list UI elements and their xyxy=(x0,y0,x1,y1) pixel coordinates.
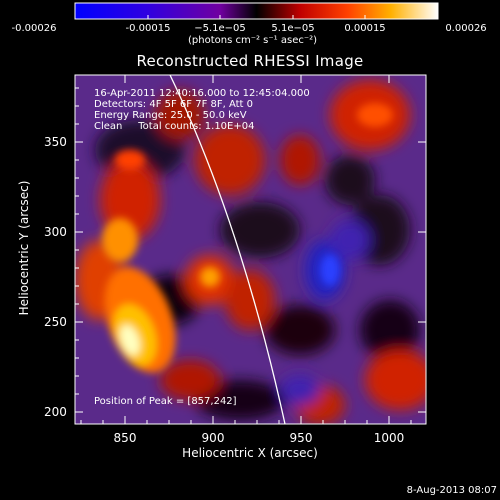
x-tick-label: 950 xyxy=(289,431,313,445)
peak-position: Position of Peak = [857,242] xyxy=(94,396,237,407)
info-detectors: Detectors: 4F 5F 6F 7F 8F, Att 0 xyxy=(94,99,254,110)
y-axis-label: Heliocentric Y (arcsec) xyxy=(17,180,31,316)
colorbar-units: (photons cm⁻² s⁻¹ asec⁻²) xyxy=(188,35,318,46)
colorbar xyxy=(74,2,439,20)
y-tick-label: 250 xyxy=(44,315,67,329)
colorbar-gradient xyxy=(74,2,439,20)
image-content xyxy=(75,75,426,424)
info-time-range: 16-Apr-2011 12:40:16.000 to 12:45:04.000 xyxy=(94,88,310,99)
colorbar-tick-label: -0.00015 xyxy=(125,23,171,34)
x-tick-label: 850 xyxy=(113,431,137,445)
colorbar-tick-label: 0.00015 xyxy=(344,23,386,34)
colorbar-tick-label: 0.00026 xyxy=(445,23,487,34)
x-tick-label: 1000 xyxy=(373,431,405,445)
x-axis-label: Heliocentric X (arcsec) xyxy=(182,446,318,460)
x-tick-label: 900 xyxy=(201,431,225,445)
colorbar-tick-label: -0.00026 xyxy=(11,23,57,34)
colorbar-tick-label: 5.1e−05 xyxy=(271,23,315,34)
info-clean-counts: Clean Total counts: 1.10E+04 xyxy=(94,121,255,132)
plot-title: Reconstructed RHESSI Image xyxy=(136,52,364,70)
info-energy-range: Energy Range: 25.0 - 50.0 keV xyxy=(94,110,247,121)
y-tick-label: 200 xyxy=(44,405,67,419)
axis-ticks xyxy=(75,75,426,424)
solar-limb-line xyxy=(169,75,286,424)
colorbar-tick-label: −5.1e−05 xyxy=(194,23,246,34)
footer-date: 8-Aug-2013 08:07 xyxy=(406,485,497,496)
y-tick-label: 300 xyxy=(44,225,67,239)
y-tick-label: 350 xyxy=(44,135,67,149)
